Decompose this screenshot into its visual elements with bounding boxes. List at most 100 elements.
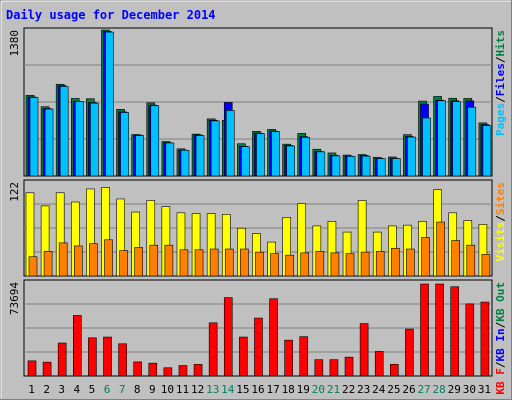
bar-kb — [314, 359, 324, 377]
bar-pages — [165, 142, 175, 177]
bar-kb — [374, 351, 384, 377]
bar-kb — [103, 336, 112, 377]
day-labels: 1 2 3 4 5 6 7 8 9 10 11 12 13 14 15 16 17 18 19 20 21 22 23 24 2… — [28, 383, 491, 396]
bar-pages — [467, 106, 477, 177]
bottom-panel-legend: KB F/KB In/KB Out — [494, 282, 507, 395]
day-label: 24 — [372, 383, 386, 396]
bar-sites — [421, 237, 430, 277]
bar-kb — [88, 337, 97, 377]
day-label: 17 — [266, 383, 279, 396]
bar-kb — [148, 362, 158, 377]
bar-kb — [420, 283, 429, 377]
bar-kb — [450, 286, 460, 377]
bar-pages — [376, 158, 386, 177]
top-panel-max-label: 1380 — [8, 30, 21, 57]
day-label: 31 — [478, 383, 491, 396]
bar-pages — [59, 86, 69, 177]
bar-kb — [27, 360, 37, 377]
bar-sites — [179, 249, 189, 277]
bar-sites — [28, 256, 38, 277]
legend-pages: Pages — [494, 103, 507, 136]
day-label: 12 — [191, 383, 204, 396]
bottom-panel-max-label: 73694 — [8, 282, 21, 315]
legend-sep: / — [494, 56, 507, 63]
bar-kb — [405, 328, 414, 377]
bar-sites — [119, 250, 128, 277]
bar-sites — [149, 244, 159, 277]
chart-title: Daily usage for December 2014 — [6, 8, 216, 22]
bar-sites — [43, 251, 53, 277]
day-label: 22 — [342, 383, 355, 396]
bar-sites — [360, 251, 370, 277]
bar-pages — [331, 155, 341, 177]
day-label: 3 — [58, 383, 65, 396]
legend-kb-out: KB Out — [494, 282, 507, 322]
bar-pages — [241, 146, 250, 177]
legend-hits: Hits — [494, 30, 507, 57]
bar-pages — [225, 110, 235, 177]
bar-pages — [482, 125, 492, 177]
day-label: 18 — [282, 383, 295, 396]
bar-sites — [300, 252, 310, 277]
day-label: 4 — [74, 383, 81, 396]
bar-sites — [451, 240, 461, 277]
bar-pages — [120, 112, 129, 177]
legend-sep: / — [494, 321, 507, 328]
bar-kb — [329, 359, 339, 377]
bar-kb — [57, 342, 67, 377]
mid-panel-max-label: 122 — [8, 182, 21, 202]
bar-pages — [210, 120, 220, 177]
bar-sites — [330, 252, 340, 277]
bar-kb — [344, 356, 354, 377]
bar-kb — [42, 361, 52, 377]
legend-kb-in: KB In — [494, 328, 507, 361]
day-label: 28 — [433, 383, 446, 396]
bar-pages — [361, 155, 371, 177]
bar-sites — [104, 239, 113, 277]
bar-pages — [286, 145, 295, 177]
day-label: 9 — [149, 383, 156, 396]
bar-sites — [240, 248, 249, 277]
bar-pages — [437, 100, 446, 177]
bar-kb — [480, 301, 490, 377]
bar-pages — [346, 156, 356, 177]
day-label: 29 — [448, 383, 461, 396]
day-label: 13 — [206, 383, 219, 396]
day-label: 30 — [463, 383, 476, 396]
visits-sites-panel — [23, 179, 493, 277]
top-panel-legend: Pages/Files/Hits — [494, 30, 507, 136]
bar-kb — [284, 339, 293, 377]
day-label: 20 — [312, 383, 325, 396]
bar-kb — [118, 343, 127, 377]
bar-sites — [209, 248, 219, 277]
day-label: 16 — [251, 383, 264, 396]
bar-pages — [90, 102, 99, 177]
bar-kb — [239, 336, 248, 377]
day-label: 5 — [89, 383, 96, 396]
bar-sites — [89, 243, 98, 277]
bar-pages — [271, 131, 280, 177]
legend-sep: / — [494, 96, 507, 103]
bar-kb — [390, 363, 399, 377]
bar-kb — [269, 298, 278, 377]
bar-kb — [72, 315, 82, 377]
day-label: 10 — [161, 383, 174, 396]
bar-sites — [345, 253, 355, 277]
mid-panel-legend: Visits/Sites — [494, 182, 507, 262]
bar-pages — [29, 97, 39, 177]
day-label: 25 — [387, 383, 400, 396]
hits-files-pages-panel — [23, 27, 493, 177]
day-label: 11 — [176, 383, 189, 396]
bar-sites — [466, 244, 476, 277]
day-label: 7 — [119, 383, 126, 396]
bar-sites — [375, 251, 385, 277]
kb-panel — [23, 279, 493, 377]
bar-sites — [164, 244, 174, 277]
legend-sites: Sites — [494, 182, 507, 215]
bar-sites — [406, 248, 415, 277]
bar-kb — [163, 367, 173, 377]
bar-sites — [436, 221, 445, 277]
bar-pages — [316, 151, 326, 177]
bar-pages — [135, 135, 144, 177]
